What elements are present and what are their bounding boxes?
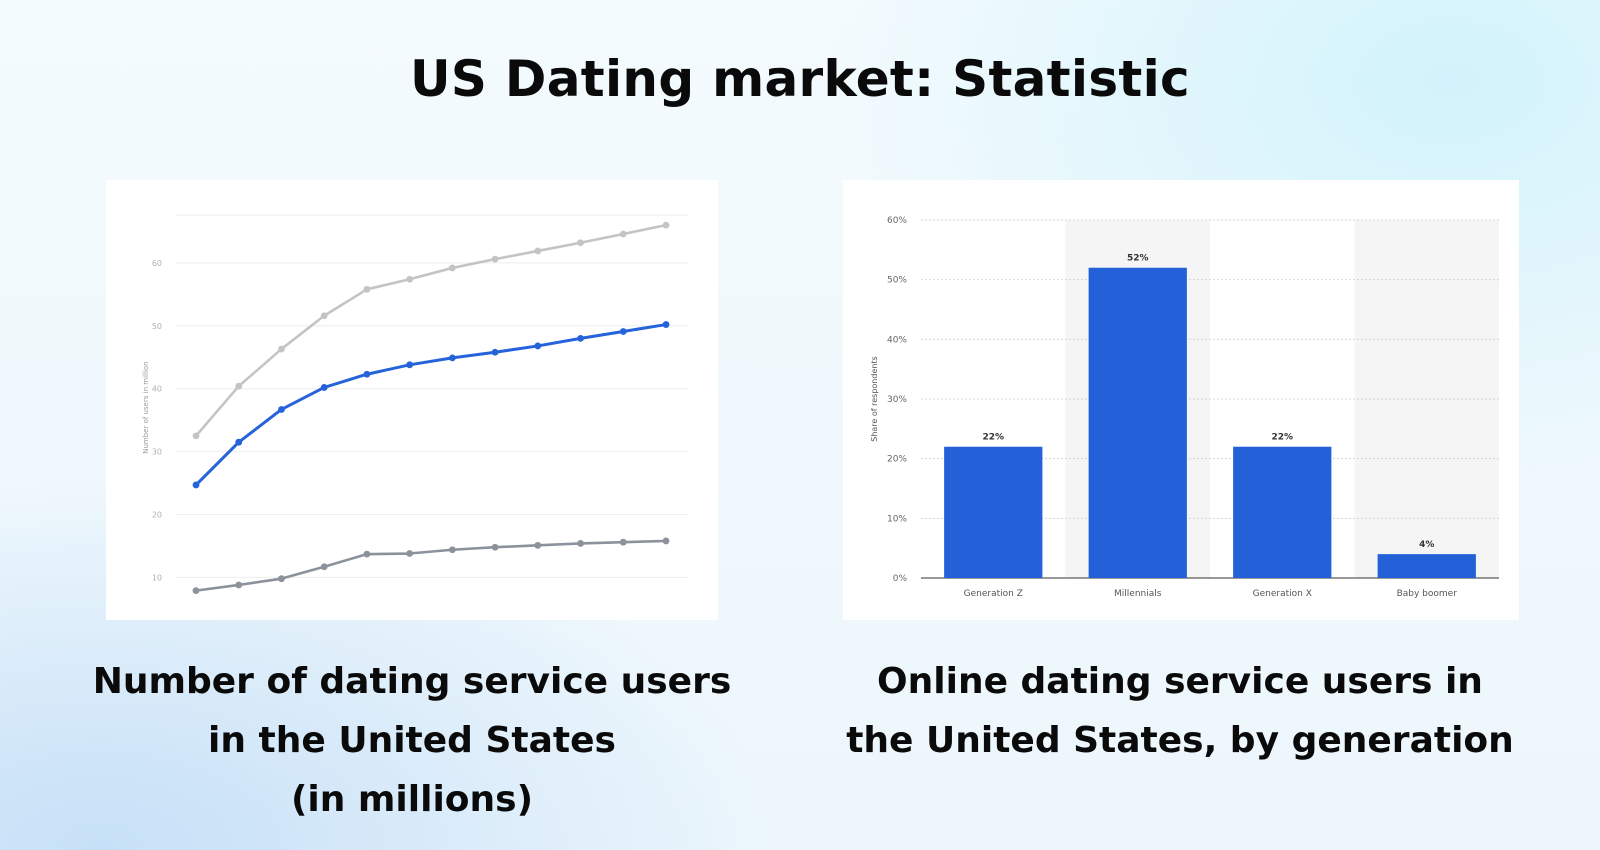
series-point — [662, 537, 670, 545]
line-chart-caption: Number of dating service users in the Un… — [62, 652, 762, 829]
y-axis-label: Share of respondents — [870, 356, 879, 442]
y-tick-label: 60% — [887, 216, 907, 226]
y-tick-label: 50% — [887, 276, 907, 286]
bar — [944, 446, 1043, 578]
series-point — [577, 540, 584, 547]
series-point — [491, 543, 499, 551]
series-point — [320, 312, 328, 320]
caption-line: Number of dating service users — [92, 661, 732, 702]
y-tick-label: 10 — [152, 573, 162, 582]
series-point — [406, 275, 414, 283]
series-point — [577, 334, 584, 342]
bar-data-label: 52% — [1127, 254, 1149, 264]
series-point — [534, 247, 542, 255]
series-point — [235, 438, 243, 446]
page-title: US Dating market: Statistic — [410, 50, 1190, 108]
caption-line: Online dating service users in — [877, 661, 1483, 702]
bar-data-label: 22% — [982, 433, 1004, 443]
y-axis-label: Number of users in million — [142, 361, 150, 453]
series-point — [235, 581, 243, 589]
series-point — [192, 432, 200, 440]
series-point — [278, 406, 285, 413]
series-point — [278, 345, 285, 353]
x-tick-label: Millennials — [1114, 589, 1162, 599]
y-tick-label: 30% — [887, 395, 907, 405]
series-point — [491, 348, 499, 356]
x-tick-label: Baby boomer — [1397, 589, 1458, 599]
series-point — [534, 541, 542, 549]
series-point — [235, 382, 243, 390]
series-point — [619, 230, 627, 238]
series-point — [320, 384, 328, 391]
series-point — [491, 255, 499, 263]
series-point — [192, 481, 200, 489]
y-tick-label: 10% — [887, 514, 907, 524]
bar-chart-panel: 0% 10% 20% 30% 40% 50% 60% Share of respondents… — [843, 180, 1519, 620]
series-point — [619, 328, 627, 335]
series-point — [363, 370, 371, 378]
bar-chart: 0% 10% 20% 30% 40% 50% 60% Share of respondents… — [870, 216, 1499, 599]
y-tick-label: 20% — [887, 455, 907, 465]
series-point — [363, 285, 371, 293]
series-point — [619, 538, 627, 546]
series-point — [662, 321, 670, 328]
line-chart-panel: 10 20 30 40 50 60 Number of users in million — [106, 180, 718, 620]
series-point — [534, 342, 542, 350]
bar-data-label: 22% — [1271, 433, 1293, 443]
series-point — [192, 587, 200, 595]
bar — [1088, 267, 1187, 578]
series-point — [448, 546, 456, 554]
series-line — [194, 323, 668, 487]
series-point — [363, 550, 371, 558]
caption-line: in the United States — [208, 720, 616, 761]
bar-data-label: 4% — [1419, 540, 1434, 550]
line-chart: 10 20 30 40 50 60 Number of users in million — [142, 214, 688, 595]
y-tick-label: 40 — [152, 385, 162, 394]
series-line — [194, 539, 668, 592]
series-point — [278, 575, 285, 583]
x-tick-label: Generation X — [1253, 589, 1312, 599]
series-point — [662, 221, 670, 229]
x-tick-label: Generation Z — [964, 589, 1023, 599]
series-point — [406, 361, 414, 369]
series-line — [194, 223, 668, 438]
caption-line: (in millions) — [290, 779, 534, 820]
y-tick-label: 50 — [152, 322, 162, 331]
y-tick-label: 60 — [152, 259, 162, 268]
caption-line: the United States, by generation — [846, 720, 1514, 761]
bar — [1377, 554, 1476, 578]
series-point — [448, 264, 456, 272]
series-point — [448, 354, 456, 362]
series-point — [406, 550, 414, 557]
bar — [1233, 446, 1332, 578]
series-point — [320, 563, 328, 571]
y-tick-label: 0% — [893, 574, 908, 584]
y-tick-label: 40% — [887, 335, 907, 345]
series-point — [577, 239, 584, 247]
y-tick-label: 30 — [152, 448, 162, 457]
bar-chart-caption: Online dating service users in the Unite… — [830, 652, 1530, 770]
y-tick-label: 20 — [152, 511, 162, 520]
